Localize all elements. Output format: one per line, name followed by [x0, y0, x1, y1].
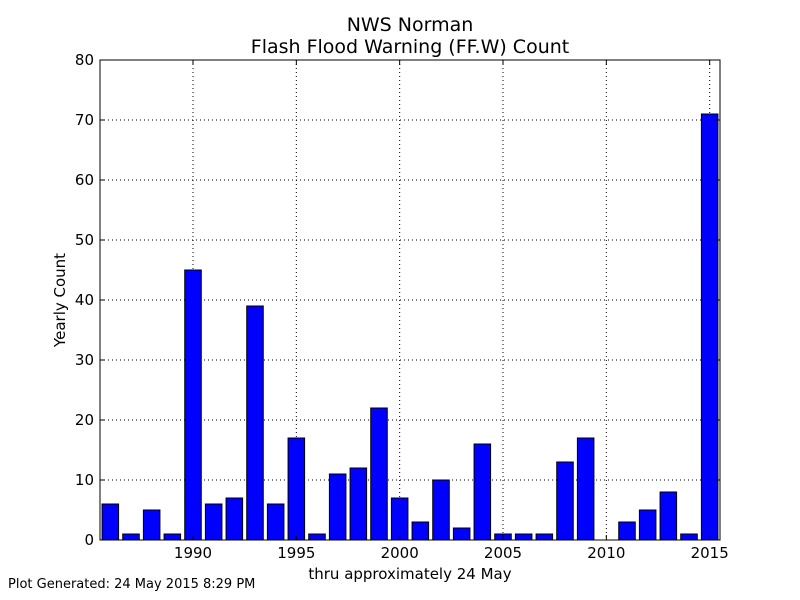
bar-2002: [432, 479, 450, 541]
bar-2006: [514, 533, 533, 541]
y-tick-label: 0: [84, 531, 94, 549]
x-tick-label: 1990: [174, 544, 212, 562]
bar-1990: [184, 269, 202, 541]
bar-2014: [680, 533, 698, 541]
bars: [101, 113, 719, 541]
bar-2012: [638, 509, 657, 541]
bar-2015: [700, 113, 719, 541]
bar-2009: [576, 437, 595, 541]
y-tick-label: 10: [75, 471, 94, 489]
bar-1987: [122, 533, 140, 541]
chart-subtitle: Flash Flood Warning (FF.W) Count: [251, 36, 569, 58]
y-axis-label: Yearly Count: [51, 253, 69, 348]
y-tick-label: 80: [75, 51, 94, 69]
bar-1999: [370, 407, 388, 541]
bar-1988: [142, 509, 161, 541]
bar-1993: [246, 305, 264, 541]
bar-2008: [556, 461, 574, 541]
bar-2004: [473, 443, 492, 541]
bar-1996: [308, 533, 326, 541]
y-tick-label: 40: [75, 291, 94, 309]
bar-1989: [163, 533, 182, 541]
plot-generated-note: Plot Generated: 24 May 2015 8:29 PM: [8, 577, 256, 592]
bar-1995: [287, 437, 306, 541]
x-tick-label: 2005: [484, 544, 522, 562]
y-tick-label: 60: [75, 171, 94, 189]
y-tick-label: 70: [75, 111, 94, 129]
x-axis-label: thru approximately 24 May: [308, 565, 511, 583]
bar-2011: [618, 521, 636, 541]
y-tick-label: 30: [75, 351, 94, 369]
y-tick-label: 20: [75, 411, 94, 429]
bar-1998: [349, 467, 368, 541]
bar-1986: [101, 503, 120, 541]
x-tick-label: 2010: [587, 544, 625, 562]
axis-ticks: 1990 1995 2000 2005 2010 2015 0 10 20 30 40 50 60 70 8…: [75, 51, 729, 562]
bar-1994: [266, 503, 285, 541]
bar-1997: [328, 473, 347, 541]
x-tick-label: 2015: [691, 544, 729, 562]
bar-2003: [452, 527, 471, 541]
x-tick-label: 2000: [381, 544, 419, 562]
bar-2007: [535, 533, 554, 541]
bar-1991: [204, 503, 223, 541]
chart-title: NWS Norman: [347, 14, 474, 36]
bar-1992: [225, 497, 244, 541]
y-tick-label: 50: [75, 231, 94, 249]
x-tick-label: 1995: [277, 544, 315, 562]
bar-2013: [659, 491, 678, 541]
bar-2001: [411, 521, 430, 541]
bar-2000: [390, 497, 409, 541]
